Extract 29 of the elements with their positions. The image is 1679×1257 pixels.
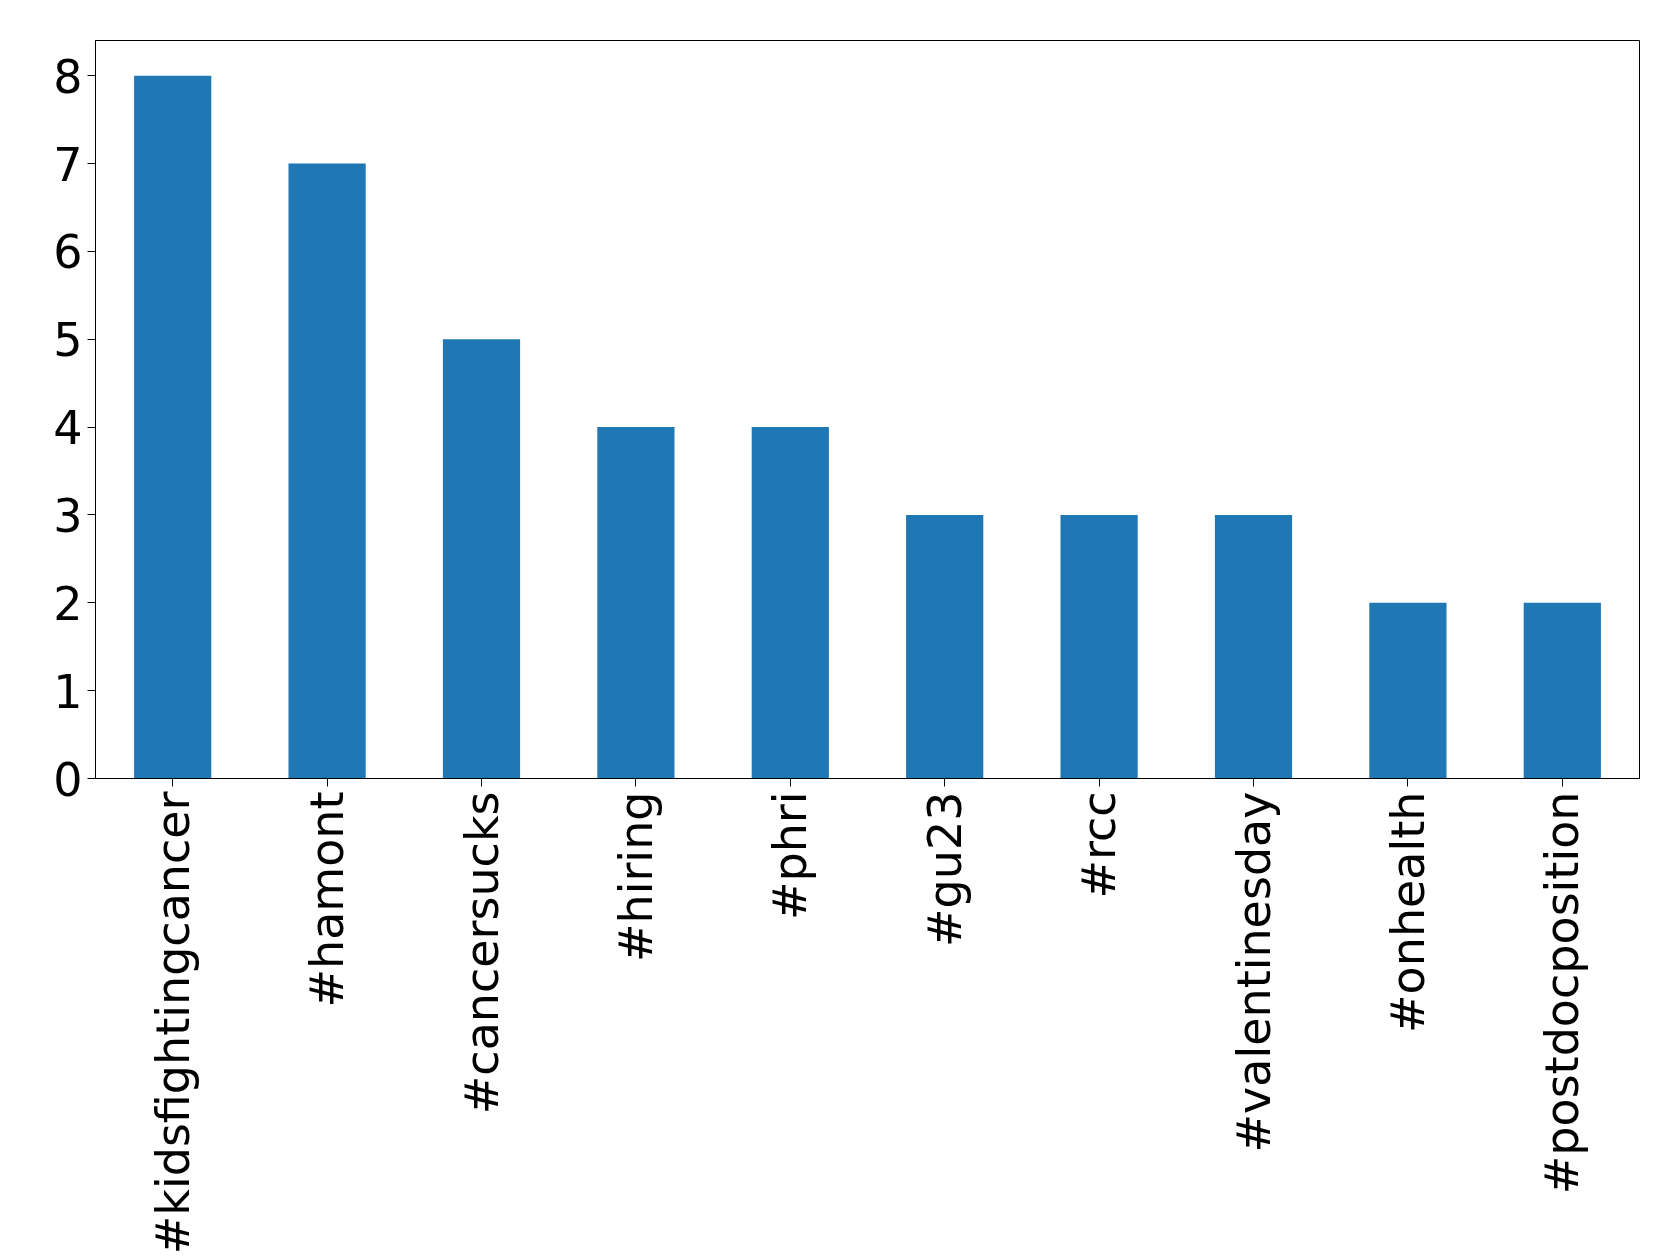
y-tick-label: 5 bbox=[53, 313, 83, 368]
x-tick-label: #phri bbox=[763, 791, 818, 921]
bar bbox=[442, 339, 521, 779]
bar bbox=[906, 514, 984, 779]
x-tick-label: #cancersucks bbox=[454, 791, 509, 1115]
bar bbox=[288, 163, 366, 779]
y-tick-label: 3 bbox=[53, 488, 83, 543]
x-tick-label: #onhealth bbox=[1380, 791, 1435, 1033]
bar bbox=[1060, 514, 1138, 779]
y-tick-label: 1 bbox=[53, 664, 83, 719]
bar bbox=[1523, 602, 1601, 779]
bar bbox=[597, 427, 675, 779]
x-tick-label: #gu23 bbox=[917, 791, 972, 947]
y-tick-label: 7 bbox=[53, 137, 83, 192]
y-tick-label: 4 bbox=[53, 401, 83, 456]
bar bbox=[1214, 514, 1293, 779]
x-tick-label: #postdocposition bbox=[1535, 791, 1590, 1195]
y-tick-label: 6 bbox=[53, 225, 83, 280]
bar bbox=[134, 75, 212, 779]
y-tick-label: 2 bbox=[53, 576, 83, 631]
x-tick-label: #valentinesday bbox=[1226, 791, 1281, 1153]
x-tick-label: #hamont bbox=[300, 791, 355, 1008]
y-tick-label: 0 bbox=[53, 752, 83, 807]
bar bbox=[751, 427, 829, 779]
x-tick-label: #rcc bbox=[1072, 791, 1127, 899]
x-tick-label: #hiring bbox=[608, 791, 663, 963]
y-tick-label: 8 bbox=[53, 49, 83, 104]
x-tick-label: #kidsfightingcancer bbox=[145, 791, 200, 1255]
bar bbox=[1369, 602, 1447, 779]
